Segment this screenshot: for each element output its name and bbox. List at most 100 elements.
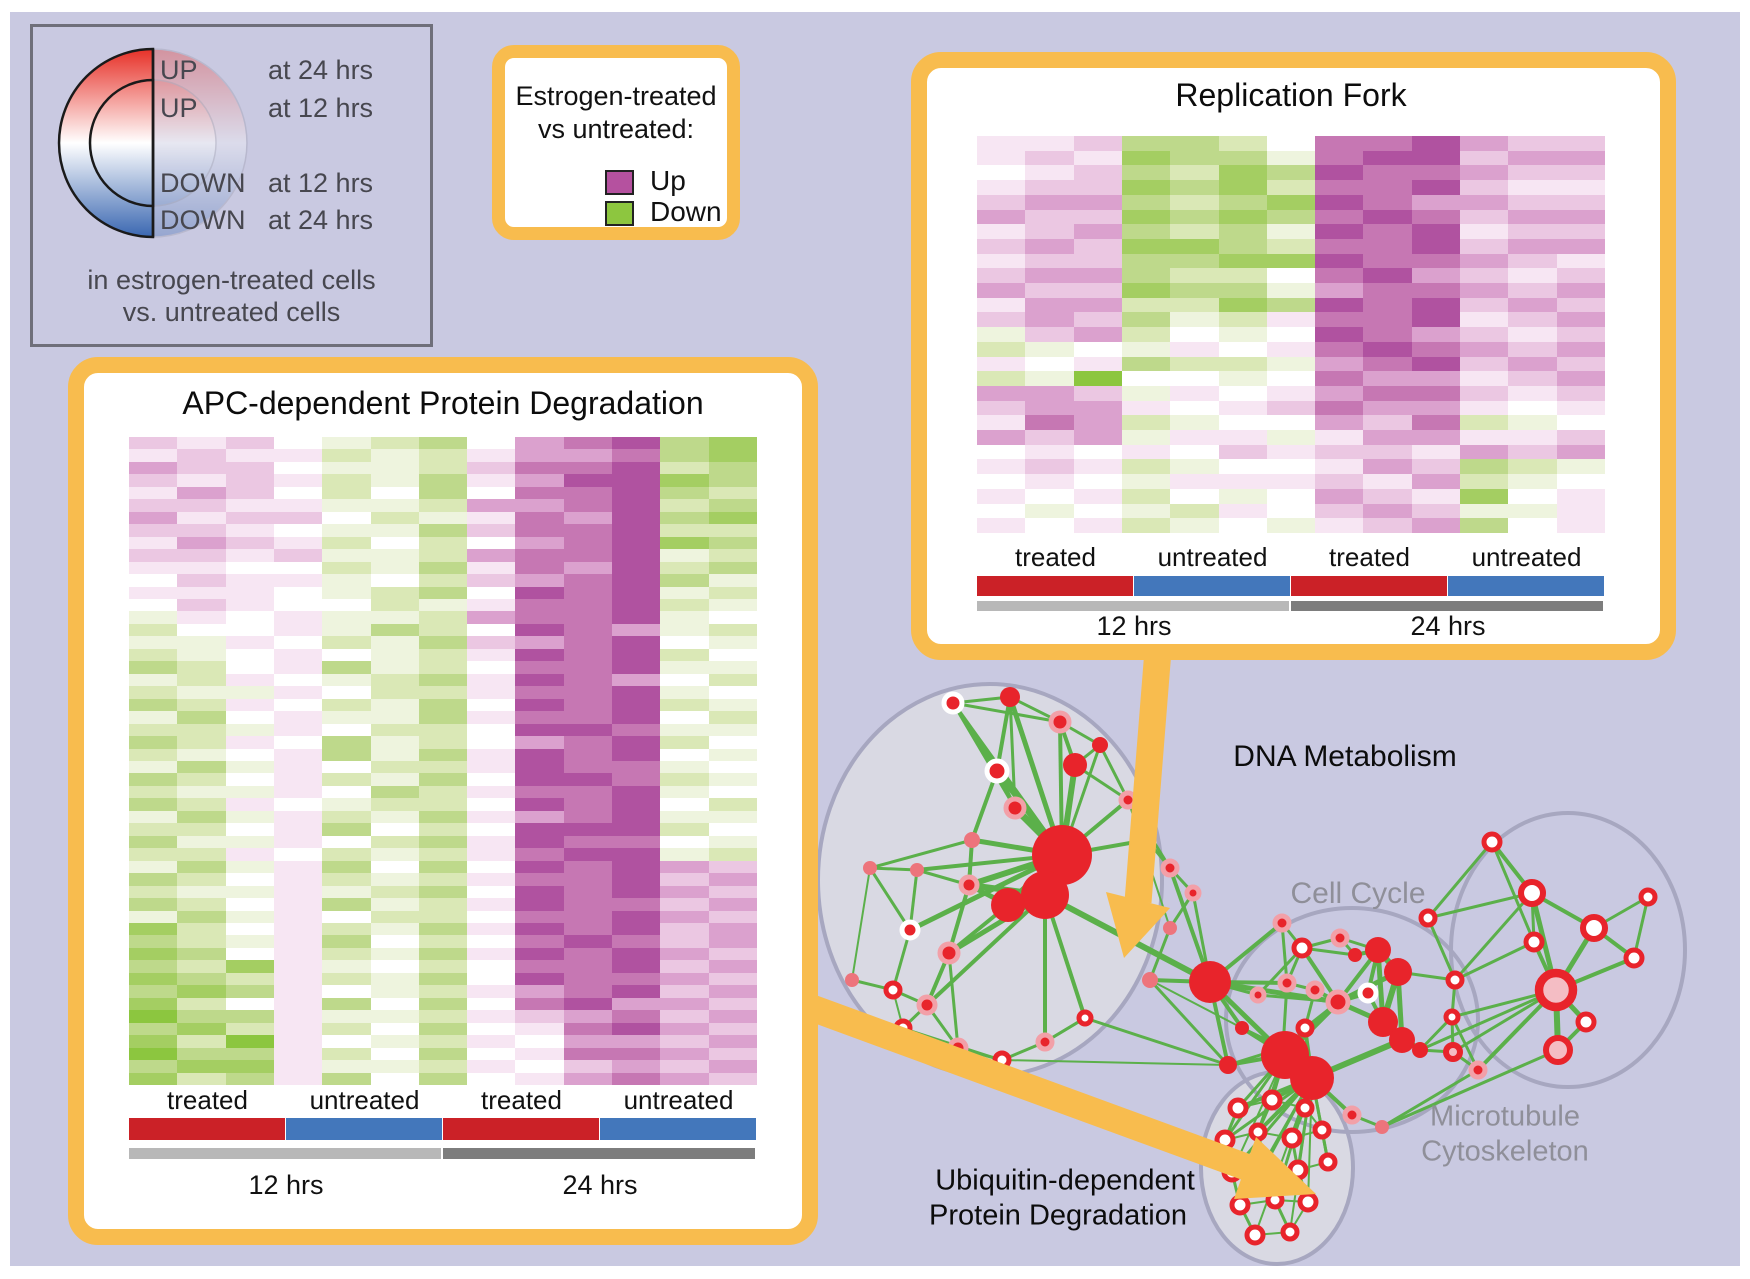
heatmap-cell <box>418 1060 468 1073</box>
network-node <box>916 994 938 1016</box>
heatmap-cell <box>370 623 419 637</box>
heatmap-cell <box>1073 268 1122 284</box>
heatmap-cell <box>1411 385 1461 401</box>
heatmap-cell <box>1266 444 1316 460</box>
heatmap-cell <box>563 997 613 1011</box>
heatmap-cell <box>1025 415 1074 431</box>
heatmap-cell <box>1315 400 1364 416</box>
heatmap-cell <box>612 524 661 537</box>
heatmap-cell <box>225 860 274 874</box>
heatmap-cell <box>1411 327 1461 342</box>
heatmap-cell <box>177 723 226 737</box>
network-node <box>1290 1056 1334 1100</box>
heatmap-cell <box>467 922 516 936</box>
time-bar-12hrs <box>977 601 1289 611</box>
heatmap-cell <box>273 736 323 749</box>
heatmap-cell <box>612 1060 661 1073</box>
heatmap-cell <box>1556 518 1605 533</box>
heatmap-cell <box>1556 430 1605 445</box>
heatmap-cell <box>273 873 323 886</box>
heatmap-cell <box>177 798 226 811</box>
cluster-label-ub2: Protein Degradation <box>929 1199 1187 1232</box>
heatmap-cell <box>1508 209 1557 225</box>
heatmap-cell <box>1025 488 1074 504</box>
heatmap-cell <box>708 536 757 550</box>
heatmap-cell <box>1073 400 1122 416</box>
heatmap-cell <box>177 848 226 861</box>
heatmap-cell <box>467 561 516 575</box>
heatmap-cell <box>563 536 613 550</box>
heatmap-cell <box>177 736 226 749</box>
heatmap-cell <box>418 711 468 724</box>
heatmap-cell <box>273 798 323 811</box>
network-node <box>937 941 961 965</box>
condition-label-treated-2: treated <box>481 1085 562 1115</box>
network-edge <box>869 838 973 870</box>
heatmap-cell <box>273 773 323 786</box>
network-node <box>1305 980 1325 1000</box>
heatmap-cell <box>370 972 419 986</box>
heatmap-cell <box>418 848 468 861</box>
heatmap-cell <box>1025 430 1074 445</box>
heatmap-cell <box>467 823 516 836</box>
heatmap-cell <box>708 598 757 612</box>
callout-arrow-head-icon-0 <box>1106 892 1170 958</box>
heatmap-cell <box>563 848 613 861</box>
heatmap-cell <box>129 910 178 923</box>
network-node <box>941 691 965 715</box>
network-node <box>1235 1021 1249 1035</box>
heatmap-cell <box>225 1060 274 1073</box>
heatmap-cell <box>129 835 178 849</box>
heatmap-cell <box>1266 150 1316 166</box>
heatmap-cell <box>418 997 468 1011</box>
heatmap-cell <box>977 518 1026 533</box>
heatmap-cell <box>1121 356 1171 372</box>
heatmap-cell <box>1460 444 1509 460</box>
heatmap-cell <box>1025 268 1074 284</box>
heatmap-cell <box>322 524 371 537</box>
heatmap-cell <box>322 860 371 874</box>
heatmap-cell <box>467 1060 516 1073</box>
heatmap-cell <box>563 760 613 774</box>
heatmap-cell <box>1508 312 1557 328</box>
network-edge <box>952 701 1061 724</box>
heatmap-cell <box>563 449 613 462</box>
network-node <box>1142 972 1158 988</box>
heatmap-cell <box>708 723 757 737</box>
heatmap-cell <box>1411 297 1461 313</box>
network-node <box>1280 1222 1300 1242</box>
network-node <box>1295 1098 1315 1118</box>
heatmap-cell <box>1121 283 1171 298</box>
network-node <box>1365 937 1391 963</box>
heatmap-cell <box>1508 371 1557 386</box>
network-node <box>1517 878 1547 908</box>
heatmap-cell <box>1170 312 1219 328</box>
heatmap-cell <box>1121 341 1171 357</box>
heatmap-cell <box>1363 327 1412 342</box>
heatmap-cell <box>660 848 709 861</box>
heatmap-cell <box>612 972 661 986</box>
heatmap-cell <box>660 598 709 612</box>
heatmap-cell <box>177 698 226 712</box>
heatmap-cell <box>612 947 661 961</box>
heatmap-cell <box>273 935 323 948</box>
heatmap-cell <box>225 486 274 500</box>
heatmap-cell <box>1411 180 1461 195</box>
heatmap-cell <box>1411 341 1461 357</box>
heatmap-cell <box>1073 488 1122 504</box>
heatmap-cell <box>660 798 709 811</box>
heatmap-cell <box>177 1060 226 1073</box>
heatmap-cell <box>1218 136 1267 151</box>
heatmap-cell <box>1170 136 1219 151</box>
heatmap-cell <box>1363 238 1412 254</box>
heatmap-cell <box>322 1072 371 1085</box>
network-node <box>1160 858 1180 878</box>
heatmap-cell <box>1073 459 1122 475</box>
heatmap-cell <box>1073 150 1122 166</box>
heatmap-cell <box>1266 356 1316 372</box>
heatmap-cell <box>129 686 178 699</box>
heatmap-cell <box>977 297 1026 313</box>
callout-arrow-head-icon-1 <box>1234 1137 1316 1199</box>
heatmap-cell <box>322 898 371 911</box>
legend-down-12-time: at 12 hrs <box>268 168 374 198</box>
